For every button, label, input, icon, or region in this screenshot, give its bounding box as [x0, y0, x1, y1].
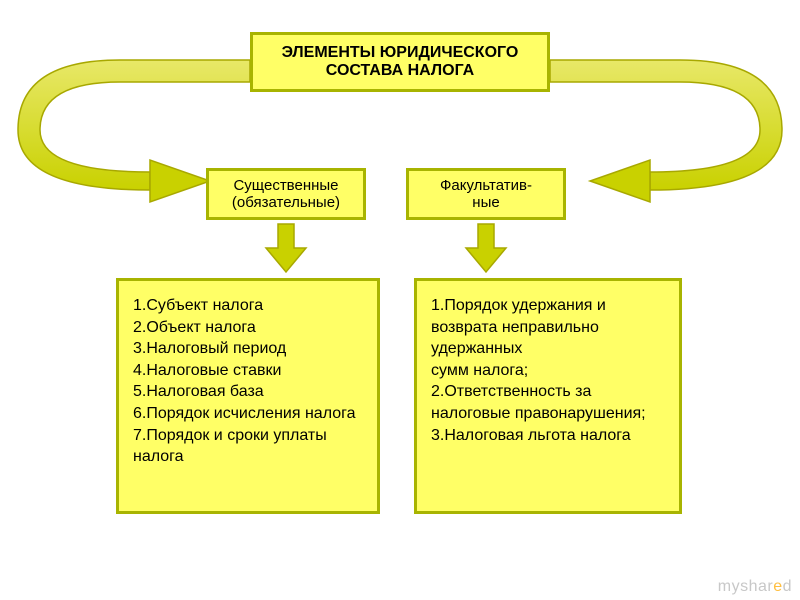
category-right-box: Факультатив- ные: [406, 168, 566, 220]
watermark-part-b: e: [773, 578, 782, 595]
watermark: myshared: [718, 578, 792, 596]
watermark-part-a: myshar: [718, 578, 773, 595]
diagram-canvas: ЭЛЕМЕНТЫ ЮРИДИЧЕСКОГО СОСТАВА НАЛОГА Сущ…: [0, 0, 800, 600]
list-left-text: 1.Субъект налога 2.Объект налога 3.Налог…: [133, 295, 363, 468]
category-right-text: Факультатив- ные: [432, 173, 540, 215]
category-left-box: Существенные (обязательные): [206, 168, 366, 220]
down-arrow-left: [260, 222, 312, 274]
list-right-text: 1.Порядок удержания и возврата неправиль…: [431, 295, 665, 446]
down-arrow-right: [460, 222, 512, 274]
category-left-text: Существенные (обязательные): [209, 173, 363, 215]
arc-right: [540, 52, 790, 202]
watermark-part-c: d: [783, 578, 792, 595]
list-left-box: 1.Субъект налога 2.Объект налога 3.Налог…: [116, 278, 380, 514]
title-text: ЭЛЕМЕНТЫ ЮРИДИЧЕСКОГО СОСТАВА НАЛОГА: [253, 40, 547, 84]
list-right-box: 1.Порядок удержания и возврата неправиль…: [414, 278, 682, 514]
title-box: ЭЛЕМЕНТЫ ЮРИДИЧЕСКОГО СОСТАВА НАЛОГА: [250, 32, 550, 92]
